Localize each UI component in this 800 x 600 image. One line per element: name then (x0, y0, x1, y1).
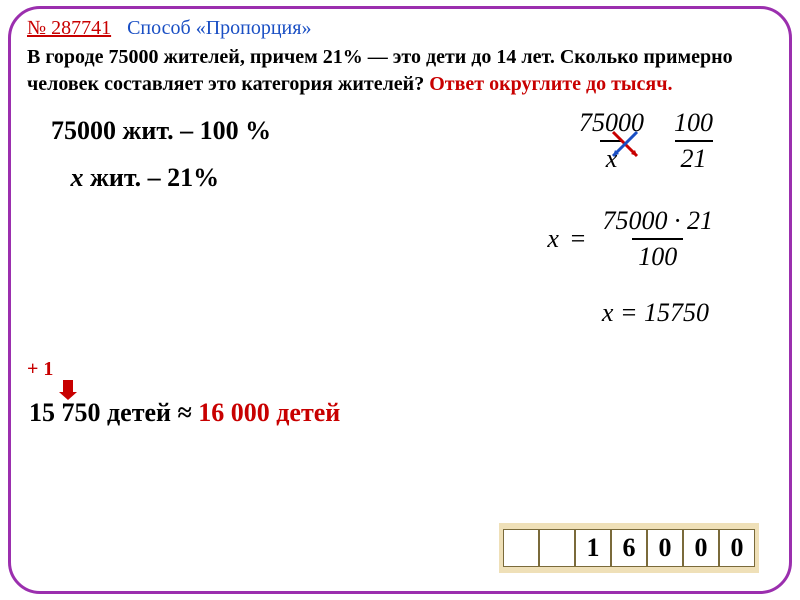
equals-sign: = (569, 224, 587, 254)
answer-cell (539, 529, 575, 567)
answer-cell: 0 (647, 529, 683, 567)
x-var: x (547, 224, 559, 254)
cross-multiply-icon (611, 130, 639, 158)
rounding-plus-one: + 1 (27, 358, 53, 381)
result-prefix: 15 750 детей ≈ (29, 398, 198, 427)
fraction-2: 100 21 (668, 108, 719, 174)
solve-for-x: x = 75000 · 21 100 (547, 206, 719, 272)
answer-cell: 0 (719, 529, 755, 567)
method-title: Способ «Пропорция» (127, 17, 311, 39)
fraction-equation: 75000 x 100 21 (573, 108, 719, 174)
variable-x: x (71, 163, 84, 192)
final-result: 15 750 детей ≈ 16 000 детей (29, 398, 340, 428)
answer-cell: 1 (575, 529, 611, 567)
proportion-row-2: x жит. – 21% (51, 155, 271, 202)
rounding-arrow-icon (59, 380, 77, 400)
proportion-row-1: 75000 жит. – 100 % (51, 108, 271, 155)
answer-cell (503, 529, 539, 567)
solution-area: 75000 жит. – 100 % x жит. – 21% 75000 x … (11, 98, 789, 438)
header: № 287741 Способ «Пропорция» (11, 9, 789, 44)
answer-grid: 1 6 0 0 0 (499, 523, 759, 573)
problem-number: № 287741 (27, 17, 111, 39)
fraction-2-num: 100 (668, 108, 719, 140)
proportion-setup: 75000 жит. – 100 % x жит. – 21% (51, 108, 271, 202)
answer-cell: 0 (683, 529, 719, 567)
answer-cell: 6 (611, 529, 647, 567)
problem-statement: В городе 75000 жителей, причем 21% — это… (11, 44, 789, 98)
x-result: x = 15750 (602, 298, 709, 328)
proportion-row-2-suffix: жит. – 21% (84, 163, 220, 192)
problem-text-highlight: Ответ округлите до тысяч. (429, 73, 672, 95)
solution-frac-den: 100 (632, 238, 683, 272)
solution-fraction: 75000 · 21 100 (597, 206, 720, 272)
slide-card: № 287741 Способ «Пропорция» В городе 750… (8, 6, 792, 594)
solution-frac-num: 75000 · 21 (597, 206, 720, 238)
result-rounded: 16 000 детей (198, 398, 340, 427)
fraction-2-den: 21 (675, 140, 713, 174)
